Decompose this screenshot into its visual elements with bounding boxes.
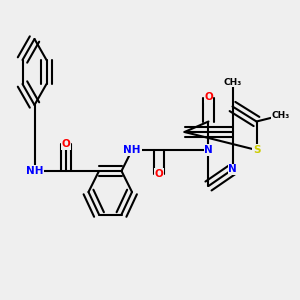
Text: O: O: [154, 169, 164, 179]
Text: N: N: [228, 164, 237, 175]
Text: O: O: [61, 139, 70, 149]
Text: S: S: [253, 145, 260, 155]
Text: NH: NH: [123, 145, 141, 155]
Text: NH: NH: [26, 166, 43, 176]
Text: CH₃: CH₃: [224, 78, 242, 87]
Text: N: N: [204, 145, 213, 155]
Text: O: O: [204, 92, 213, 103]
Text: CH₃: CH₃: [272, 111, 290, 120]
